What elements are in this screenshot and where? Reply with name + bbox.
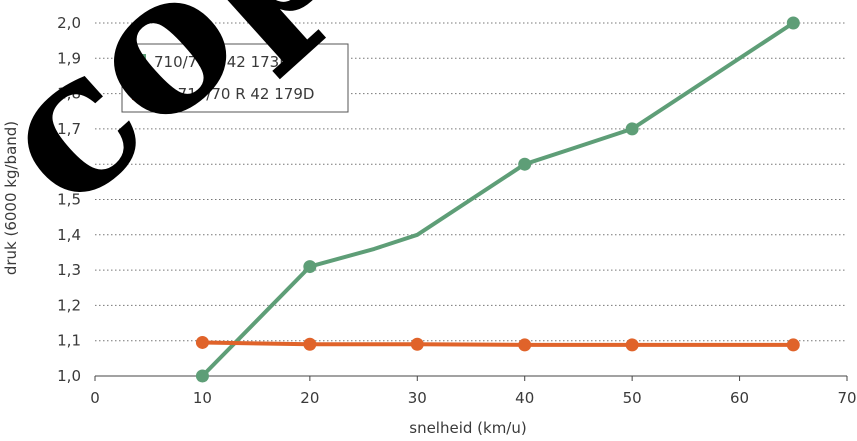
y-tick-label: 1,0 bbox=[57, 367, 81, 385]
y-tick-label: 1,3 bbox=[57, 261, 81, 279]
series-line-1 bbox=[200, 340, 796, 347]
data-point-0 bbox=[786, 16, 800, 30]
x-tick-label: 60 bbox=[730, 389, 749, 407]
series-group bbox=[195, 16, 800, 383]
x-axis-label: snelheid (km/u) bbox=[409, 419, 526, 437]
legend-label-0: 710/70 R 42 173D bbox=[154, 53, 291, 71]
y-tick-label: 1,7 bbox=[57, 120, 81, 138]
y-tick-label: 1,9 bbox=[57, 49, 81, 67]
data-point-1 bbox=[518, 338, 532, 352]
data-point-0 bbox=[195, 369, 209, 383]
watermark-text: copy bbox=[0, 0, 464, 248]
y-axis-label: druk (6000 kg/band) bbox=[2, 121, 20, 275]
legend: 710/70 R 42 173D VF 710/70 R 42 179D bbox=[121, 43, 349, 113]
x-tick-label: 10 bbox=[193, 389, 212, 407]
data-point-0 bbox=[625, 122, 639, 136]
data-point-1 bbox=[303, 337, 317, 351]
legend-swatch-1 bbox=[132, 86, 146, 100]
legend-box bbox=[121, 43, 349, 113]
y-tick-label: 2,0 bbox=[57, 14, 81, 32]
x-tick-label: 30 bbox=[408, 389, 427, 407]
y-tick-labels: 1,0 1,1 1,2 1,3 1,4 1,5 1,6 1,7 1,8 1,9 2,0 bbox=[57, 14, 81, 385]
data-point-1 bbox=[625, 338, 639, 352]
y-tick-label: 1,1 bbox=[57, 332, 81, 350]
data-point-1 bbox=[786, 338, 800, 352]
x-tick-label: 40 bbox=[515, 389, 534, 407]
y-tick-label: 1,8 bbox=[57, 85, 81, 103]
x-tick-label: 70 bbox=[837, 389, 856, 407]
x-tick-labels: 0 10 20 30 40 50 60 70 bbox=[90, 376, 857, 407]
data-point-1 bbox=[410, 337, 424, 351]
watermark: copy bbox=[0, 0, 464, 248]
x-tick-label: 0 bbox=[90, 389, 100, 407]
data-point-0 bbox=[518, 157, 532, 171]
y-tick-label: 1,5 bbox=[57, 191, 81, 209]
y-tick-label: 1,2 bbox=[57, 296, 81, 314]
data-point-1 bbox=[195, 335, 209, 349]
series-line-0 bbox=[200, 21, 796, 378]
x-tick-label: 50 bbox=[623, 389, 642, 407]
data-point-0 bbox=[303, 260, 317, 274]
legend-label-1: VF 710/70 R 42 179D bbox=[154, 85, 314, 103]
y-tick-label: 1,4 bbox=[57, 226, 81, 244]
legend-swatch-0 bbox=[132, 54, 146, 68]
y-tick-label: 1,6 bbox=[57, 155, 81, 173]
x-tick-label: 20 bbox=[300, 389, 319, 407]
